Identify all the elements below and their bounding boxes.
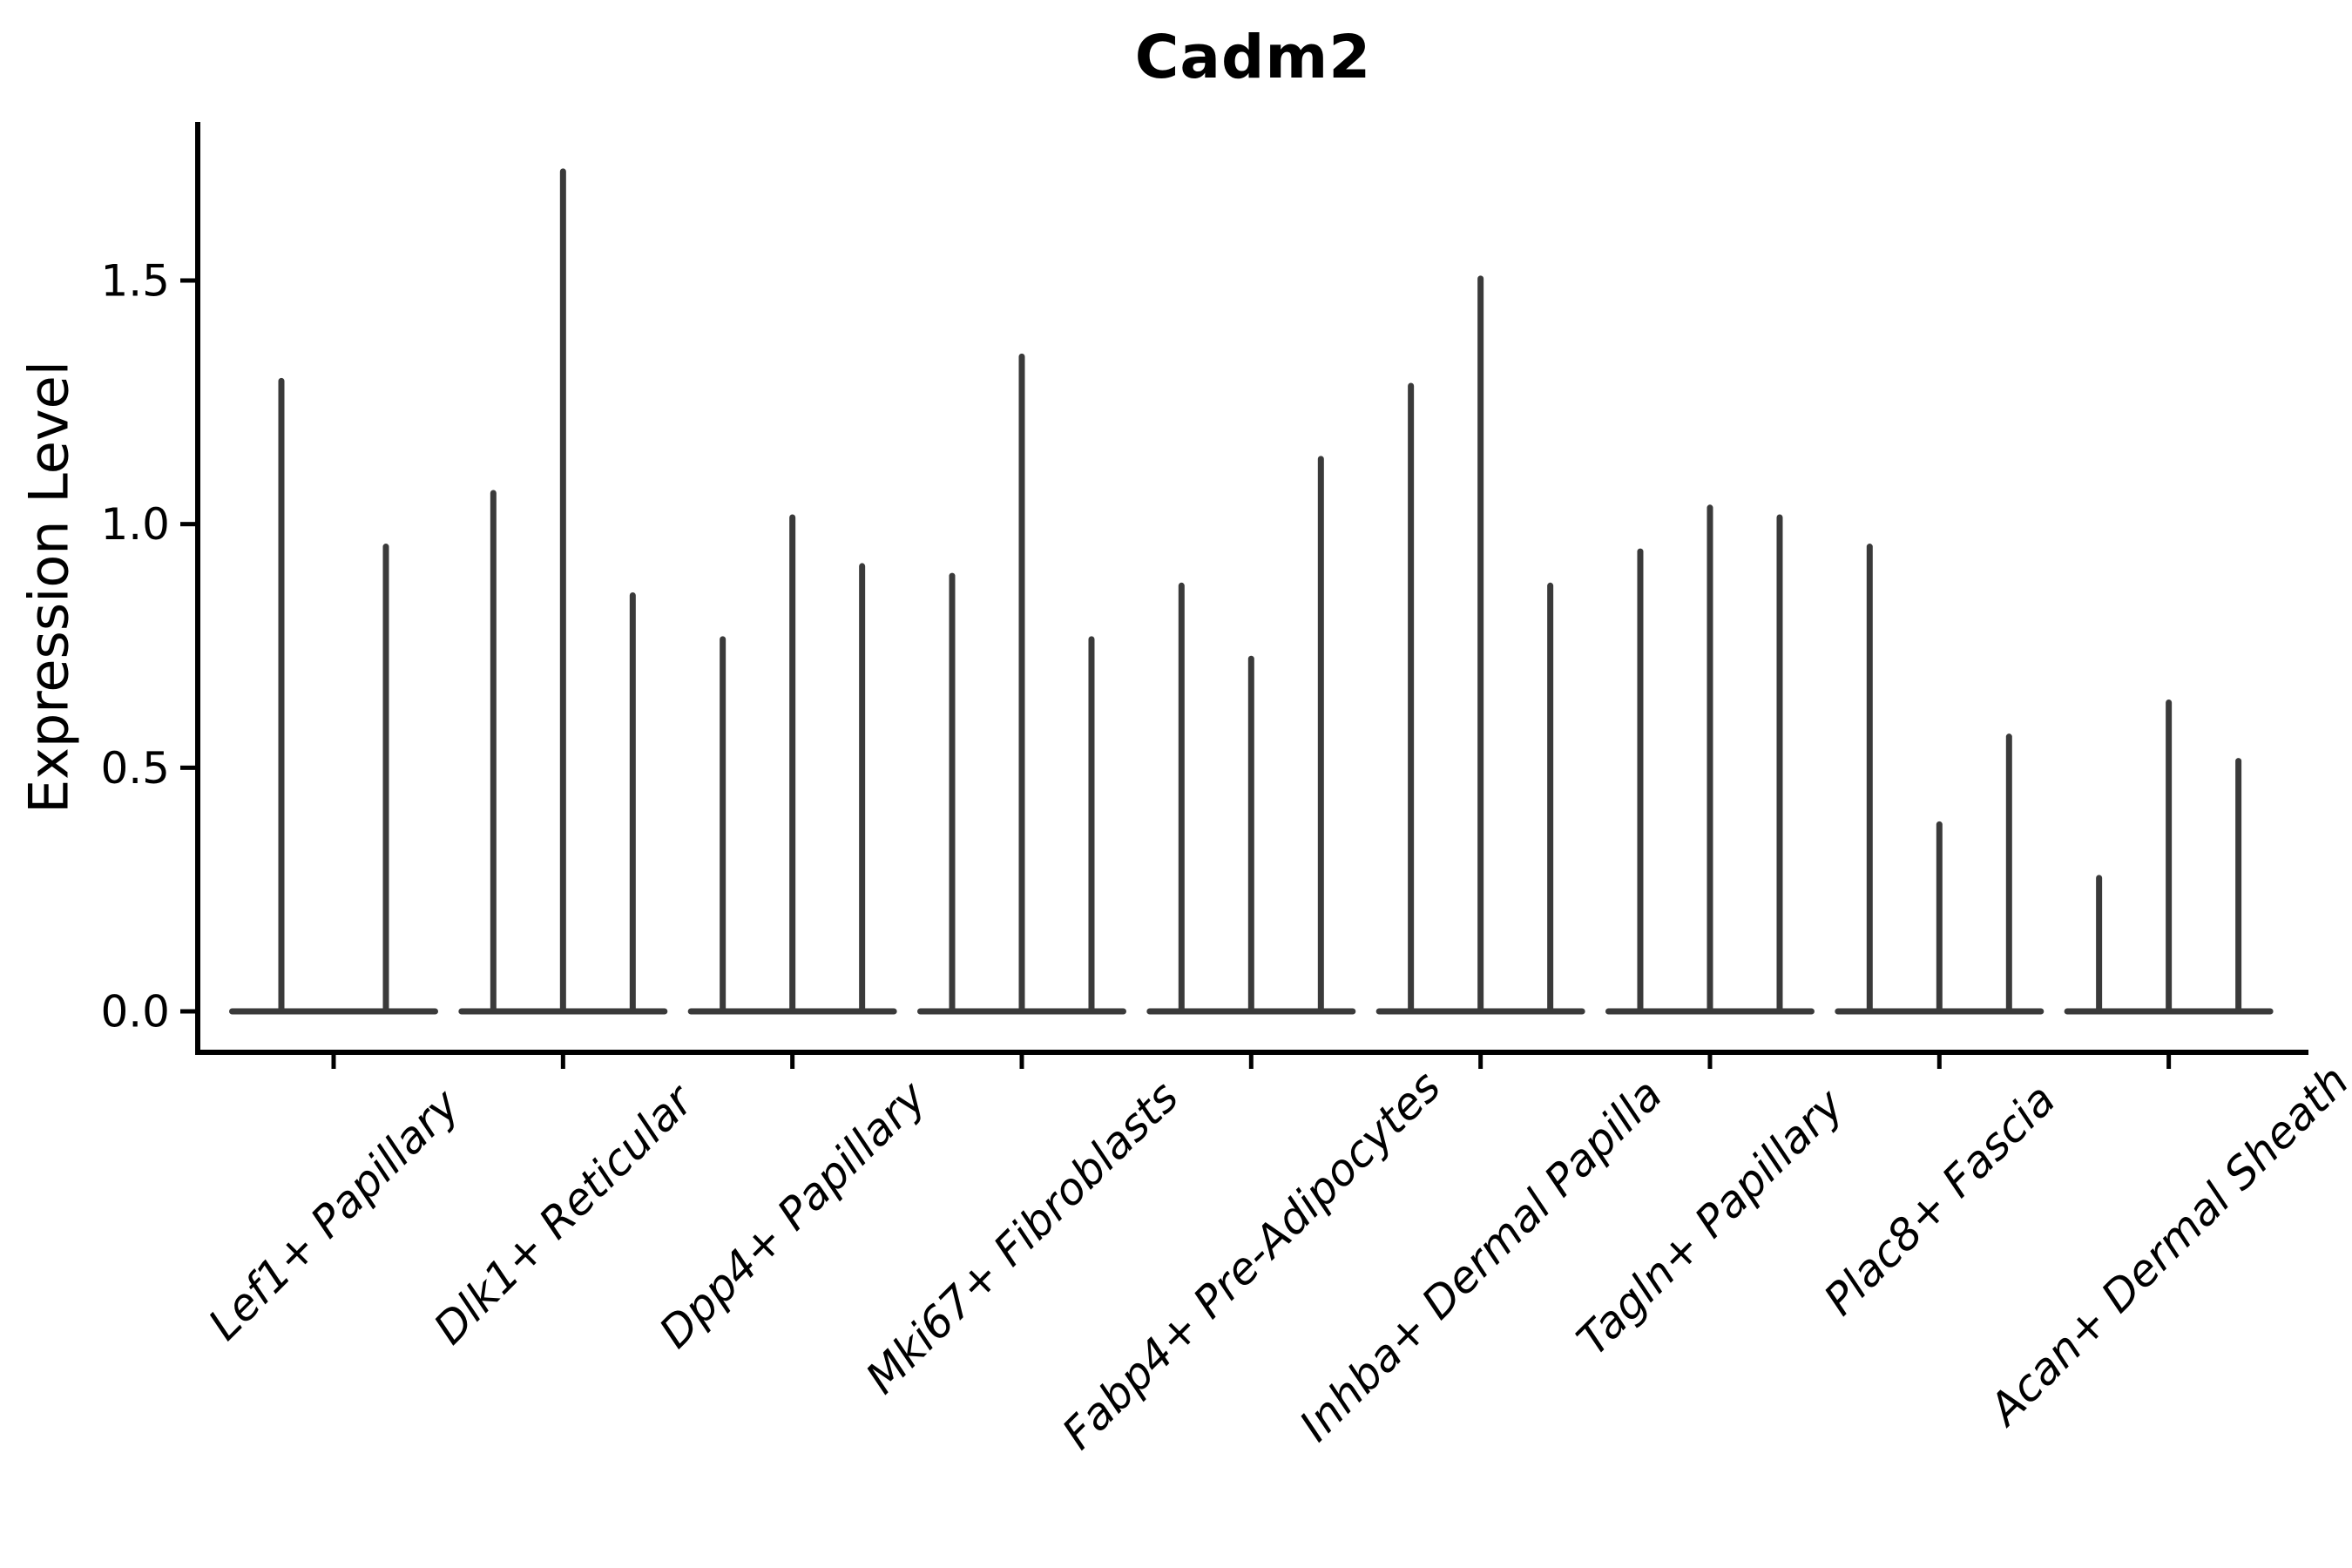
y-tick [180, 522, 198, 527]
x-tick [1478, 1055, 1484, 1069]
x-tick [1248, 1055, 1254, 1069]
x-tick [1019, 1055, 1024, 1069]
chart-title: Cadm2 [1134, 23, 1372, 92]
y-tick-label: 0.5 [100, 743, 170, 794]
x-tick [560, 1055, 565, 1069]
y-tick [180, 278, 198, 283]
x-tick-label: Plac8+ Fascia [1815, 1074, 2065, 1325]
y-tick [180, 765, 198, 770]
x-tick [790, 1055, 795, 1069]
y-tick [180, 1009, 198, 1014]
x-tick [2166, 1055, 2172, 1069]
y-tick-label: 1.0 [100, 499, 170, 550]
x-tick-label: Lef1+ Papillary [199, 1078, 470, 1349]
violin-base [229, 1008, 438, 1015]
y-axis-spine [195, 122, 200, 1055]
x-tick-label: Inhba+ Dermal Papilla [1290, 1069, 1672, 1450]
y-tick-label: 1.5 [100, 256, 170, 307]
y-tick-label: 0.0 [100, 987, 170, 1037]
x-tick [1936, 1055, 1942, 1069]
x-tick [1707, 1055, 1713, 1069]
x-tick [331, 1055, 336, 1069]
x-axis-spine [195, 1050, 2308, 1055]
